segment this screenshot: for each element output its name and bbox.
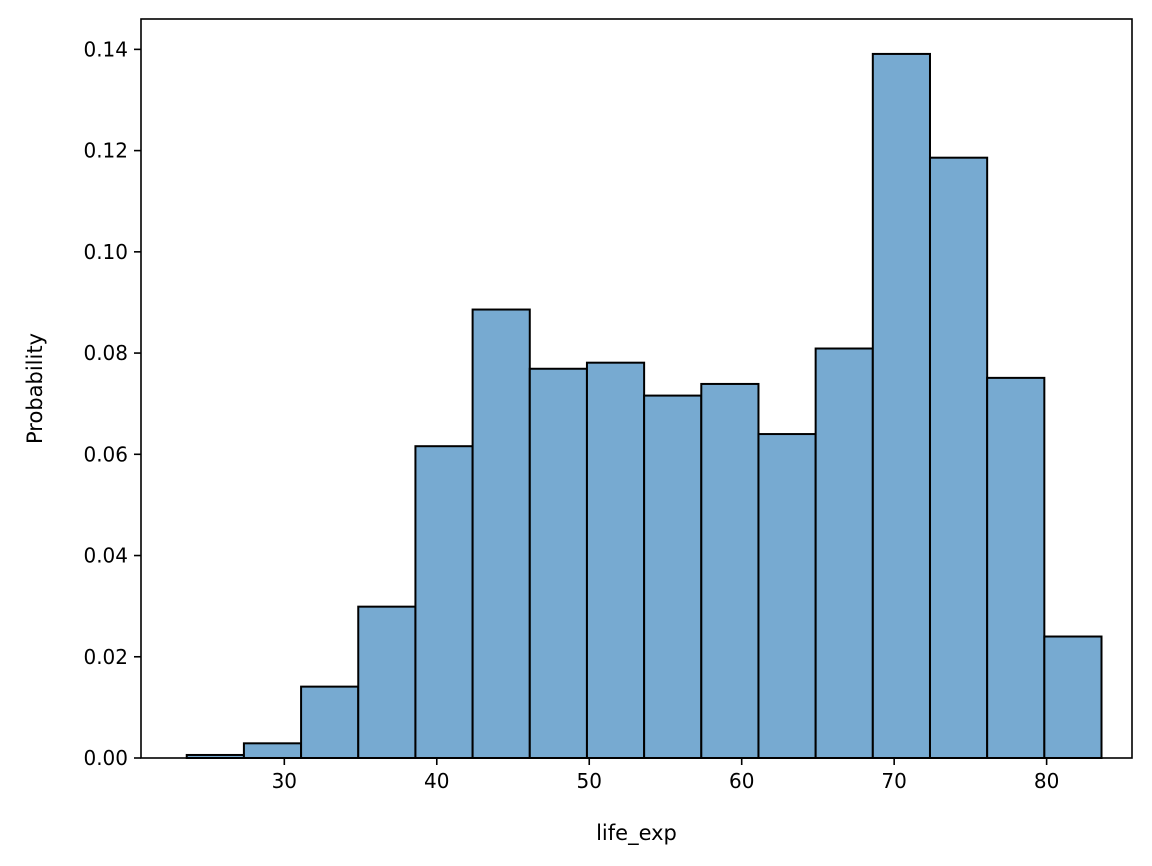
y-tick-label: 0.02 (83, 645, 128, 669)
x-tick-label: 80 (1034, 769, 1059, 793)
histogram-bar (300, 685, 360, 759)
histogram-bar (757, 433, 817, 759)
x-tick-label: 40 (424, 769, 449, 793)
y-tick-label: 0.06 (83, 442, 128, 466)
histogram-bar (643, 394, 703, 759)
bars-group (185, 52, 1103, 760)
y-tick-label: 0.04 (83, 544, 128, 568)
histogram-bar (471, 308, 531, 759)
y-tick-label: 0.14 (83, 37, 128, 61)
histogram-bar (414, 445, 474, 759)
histogram-bar (357, 605, 417, 760)
y-axis-ticks: 0.00 0.02 0.04 0.06 0.08 0.10 0.12 0.14 (83, 37, 141, 770)
plot-frame (140, 18, 1133, 759)
histogram-bar (814, 347, 874, 759)
histogram-bar (585, 361, 646, 759)
y-tick-label: 0.08 (83, 341, 128, 365)
x-tick-label: 30 (272, 769, 297, 793)
histogram-bar (871, 52, 931, 759)
y-tick-label: 0.10 (83, 240, 128, 264)
histogram-bar (928, 156, 989, 760)
histogram-bar (700, 382, 760, 759)
histogram-bar (528, 367, 588, 759)
x-axis-ticks: 30 40 50 60 70 80 (272, 758, 1059, 793)
x-tick-label: 50 (577, 769, 602, 793)
x-tick-label: 70 (881, 769, 906, 793)
x-tick-label: 60 (729, 769, 754, 793)
histogram-bar (986, 376, 1046, 759)
y-tick-label: 0.00 (83, 746, 128, 770)
y-tick-label: 0.12 (83, 139, 128, 163)
y-axis-label: Probability (23, 333, 47, 444)
histogram-bar (1043, 635, 1103, 760)
x-axis-label: life_exp (596, 821, 677, 846)
histogram-bar (242, 742, 303, 759)
